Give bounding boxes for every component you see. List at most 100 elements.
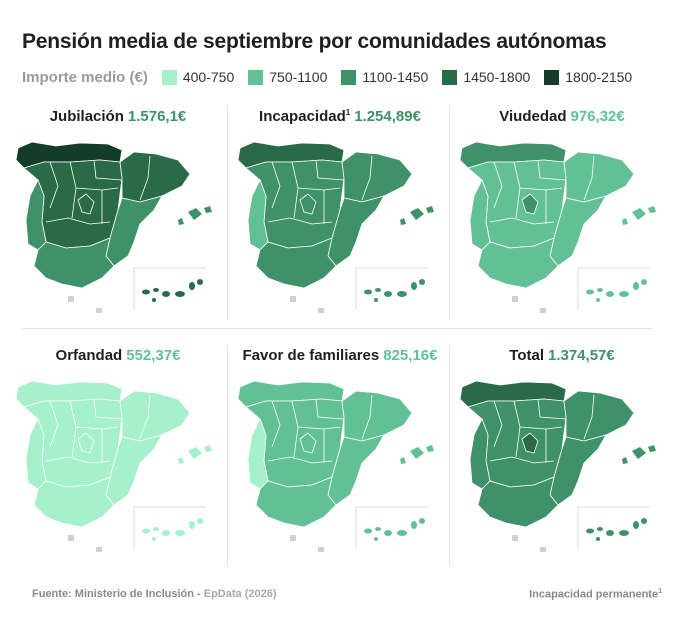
legend-swatch — [442, 69, 458, 85]
footnote-marker: 1 — [658, 588, 662, 595]
inset-frame — [133, 267, 206, 310]
region-canary — [162, 530, 170, 536]
legend-swatch — [341, 69, 357, 85]
panel-title: Favor de familiares 825,16€ — [232, 347, 448, 364]
region-canary — [619, 530, 629, 536]
legend: Importe medio (€) 400-750 750-1100 1100-… — [22, 67, 646, 87]
region-border — [515, 187, 521, 219]
region-canary — [142, 289, 150, 295]
region-border — [537, 398, 567, 420]
panel-value: 1.374,57€ — [547, 347, 615, 364]
region-canary — [397, 530, 407, 536]
region-no-data — [96, 308, 102, 313]
region-southeast — [327, 434, 385, 506]
region-no-data — [512, 535, 518, 541]
region-south — [33, 476, 115, 528]
region-islands — [632, 447, 646, 459]
region-border — [93, 398, 123, 420]
region-no-data — [540, 308, 546, 313]
divider — [227, 105, 228, 320]
legend-item-2: 750-1100 — [248, 69, 327, 85]
region-islands — [400, 218, 406, 225]
region-canary — [619, 291, 629, 297]
region-no-data — [318, 308, 324, 313]
region-canary — [586, 289, 594, 295]
panel-name: Viudedad — [499, 108, 567, 125]
panel-name: Favor de familiares — [242, 347, 380, 364]
divider — [22, 328, 652, 329]
region-canary — [384, 530, 392, 536]
region-canary — [175, 291, 185, 297]
region-islands — [178, 457, 184, 464]
region-border — [583, 394, 595, 440]
legend-swatch — [544, 69, 560, 85]
region-east — [563, 151, 635, 203]
region-southeast — [105, 434, 163, 506]
region-no-data — [290, 296, 296, 302]
region-border — [493, 400, 503, 448]
region-border — [361, 155, 373, 201]
panel-viudedad: Viudedad 976,32€ — [454, 108, 670, 318]
legend-swatch — [161, 69, 177, 85]
region-no-data — [512, 296, 518, 302]
panel-favor-familiares: Favor de familiares 825,16€ — [232, 347, 448, 557]
legend-item-4: 1450-1800 — [442, 69, 530, 85]
region-border — [489, 217, 555, 225]
region-southeast — [105, 195, 163, 267]
region-madrid — [77, 193, 95, 215]
region-islands — [648, 445, 656, 452]
region-no-data — [96, 547, 102, 552]
region-no-data — [290, 535, 296, 541]
region-border — [291, 161, 341, 191]
legend-text: 750-1100 — [269, 69, 328, 85]
source-text: Fuente: Ministerio de Inclusión - — [32, 588, 204, 600]
legend-swatch — [248, 69, 264, 85]
region-islands — [648, 206, 656, 213]
region-canary — [152, 537, 156, 541]
inset-frame — [577, 267, 650, 310]
region-border — [515, 426, 521, 458]
region-islands — [204, 445, 212, 452]
region-east — [341, 390, 413, 442]
panel-title: Total 1.374,57€ — [454, 347, 670, 364]
inset-frame — [577, 506, 650, 549]
region-canary — [606, 530, 614, 536]
region-border — [489, 456, 555, 464]
region-madrid — [77, 432, 95, 454]
region-no-data — [540, 547, 546, 552]
inset-frame — [355, 506, 428, 549]
legend-item-3: 1100-1450 — [341, 69, 428, 85]
region-canary — [641, 279, 647, 285]
region-east — [563, 390, 635, 442]
panel-title: Incapacidad1 1.254,89€ — [232, 108, 448, 125]
legend-text: 1450-1800 — [463, 69, 531, 85]
legend-text: 400-750 — [182, 69, 235, 85]
region-canary — [197, 279, 203, 285]
region-border — [49, 400, 59, 448]
legend-item-5: 1800-2150 — [544, 69, 632, 85]
region-border — [293, 187, 299, 219]
region-canary — [375, 288, 381, 292]
region-southeast — [327, 195, 385, 267]
region-canary — [641, 518, 647, 524]
region-islands — [400, 457, 406, 464]
region-no-data — [68, 535, 74, 541]
region-islands — [426, 206, 434, 213]
region-border — [513, 161, 563, 191]
region-madrid — [299, 432, 317, 454]
panel-orfandad: Orfandad 552,37€ — [10, 347, 226, 557]
region-border — [267, 217, 333, 225]
legend-item-1: 400-750 — [161, 69, 235, 85]
region-canary — [633, 282, 639, 290]
region-canary — [596, 298, 600, 302]
region-border — [69, 161, 119, 191]
region-canary — [375, 527, 381, 531]
region-east — [119, 390, 191, 442]
region-map — [237, 141, 434, 313]
region-east — [119, 151, 191, 203]
region-canary — [162, 291, 170, 297]
region-border — [315, 159, 345, 181]
region-south — [33, 237, 115, 289]
region-border — [71, 187, 77, 219]
region-border — [291, 400, 341, 430]
